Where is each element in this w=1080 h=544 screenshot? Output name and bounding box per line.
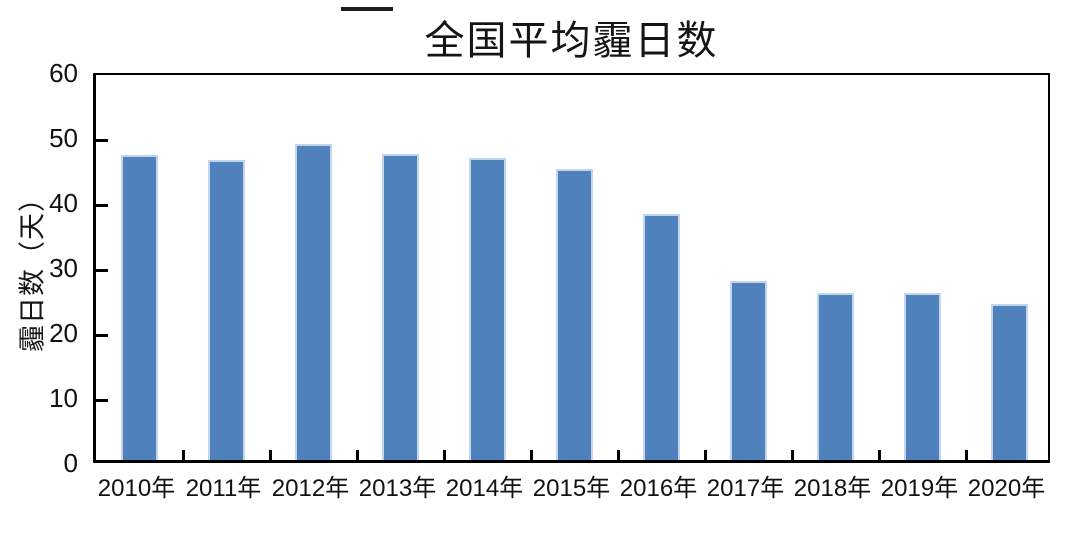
x-tick-label: 2011年 (185, 475, 262, 502)
bar-2018年 (817, 293, 854, 460)
x-axis-tick (442, 450, 446, 460)
x-tick-label: 2012年 (271, 475, 350, 502)
x-axis-tick (181, 450, 185, 460)
y-axis-tick (96, 268, 108, 272)
x-tick-label: 2010年 (97, 475, 176, 502)
y-tick-label: 40 (49, 188, 78, 218)
x-axis-tick (616, 450, 620, 460)
y-tick-label: 10 (49, 383, 78, 413)
bar-2012年 (295, 144, 332, 460)
x-tick-label: 2015年 (532, 475, 611, 502)
x-tick-label: 2016年 (619, 475, 698, 502)
x-axis-tick (703, 450, 707, 460)
bar-2016年 (643, 214, 680, 460)
x-axis-tick (268, 450, 272, 460)
bar-2015年 (556, 169, 593, 460)
x-axis-tick (355, 450, 359, 460)
y-axis-tick (96, 333, 108, 337)
bar-2017年 (730, 281, 767, 460)
x-tick-label: 2019年 (880, 475, 959, 502)
chart-title: 全国平均霾日数 (424, 18, 719, 63)
y-axis-tick (96, 203, 108, 207)
x-tick-label: 2013年 (358, 475, 437, 502)
x-axis-tick (529, 450, 533, 460)
bar-2019年 (904, 293, 941, 460)
x-tick-label: 2018年 (793, 475, 872, 502)
y-tick-label: 30 (49, 253, 78, 283)
x-axis-tick (790, 450, 794, 460)
bar-2013年 (382, 154, 419, 460)
x-tick-label: 2020年 (967, 475, 1046, 502)
y-axis-tick (96, 398, 108, 402)
x-axis-tick (877, 450, 881, 460)
y-tick-label: 50 (49, 123, 78, 153)
bar-2011年 (208, 160, 245, 460)
bar-2014年 (469, 158, 506, 460)
bar-2020年 (991, 304, 1028, 460)
y-tick-label: 20 (49, 318, 78, 348)
bar-2010年 (121, 155, 158, 460)
x-axis-tick (964, 450, 968, 460)
y-axis-tick (96, 138, 108, 142)
y-tick-label: 0 (63, 448, 78, 478)
x-tick-label: 2014年 (445, 475, 524, 502)
stray-line-fragment (341, 7, 393, 11)
x-tick-label: 2017年 (706, 475, 785, 502)
plot-area (93, 73, 1050, 463)
y-tick-label: 60 (49, 58, 78, 88)
